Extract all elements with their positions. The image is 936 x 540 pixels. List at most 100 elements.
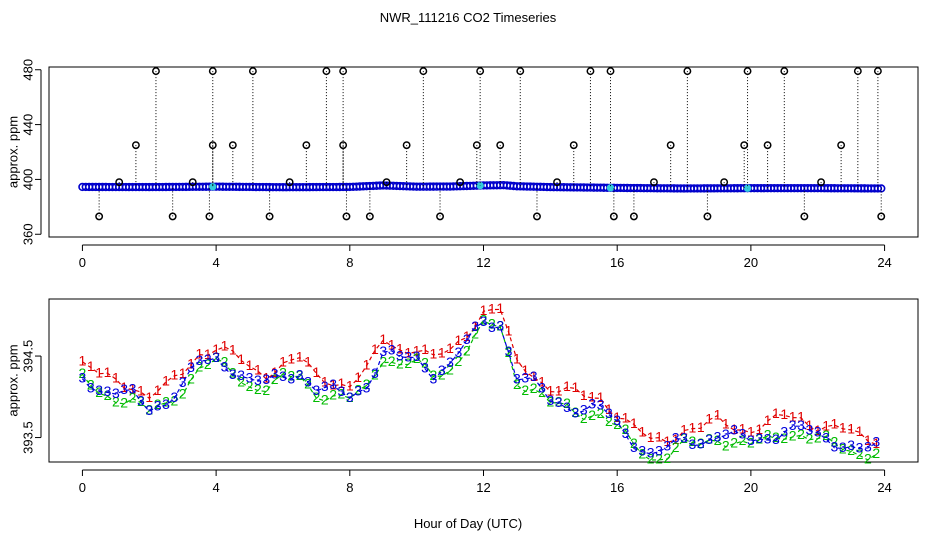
series-marker-3: 3 <box>204 351 212 367</box>
series-marker-1: 1 <box>814 422 822 438</box>
outlier-point <box>339 141 348 150</box>
series-marker-3: 3 <box>304 373 312 389</box>
series-marker-1: 1 <box>580 387 588 403</box>
series-marker-1: 1 <box>429 346 437 362</box>
y-tick-label: 394.5 <box>20 340 35 373</box>
series-marker-3: 3 <box>379 343 387 359</box>
series-marker-2: 2 <box>396 355 404 371</box>
series-marker-1: 1 <box>321 374 329 390</box>
outlier-point <box>95 212 104 221</box>
scatter-marks <box>78 67 886 221</box>
series-marker-1: 1 <box>338 375 346 391</box>
series-marker-2: 2 <box>329 387 337 403</box>
x-tick-label: 24 <box>877 480 891 495</box>
series-marker-1: 1 <box>196 345 204 361</box>
series-marker-2: 2 <box>237 373 245 389</box>
series-marker-3: 3 <box>321 378 329 394</box>
series-marker-3: 3 <box>872 434 880 450</box>
series-marker-3: 3 <box>446 354 454 370</box>
series-marker-3: 3 <box>822 430 830 446</box>
series-marker-1: 1 <box>655 428 663 444</box>
outlier-point <box>703 212 712 221</box>
series-marker-1: 1 <box>538 374 546 390</box>
series-marker-3: 3 <box>722 426 730 442</box>
series-marker-2: 2 <box>120 395 128 411</box>
series-marker-2: 2 <box>446 361 454 377</box>
series-marker-2: 2 <box>856 446 864 462</box>
series-marker-3: 3 <box>212 349 220 365</box>
series-marker-3: 3 <box>714 429 722 445</box>
series-marker-2: 2 <box>204 356 212 372</box>
series-marker-2: 2 <box>287 367 295 383</box>
series-marker-3: 3 <box>154 397 162 413</box>
series-marker-3: 3 <box>229 366 237 382</box>
series-marker-2: 2 <box>764 427 772 443</box>
series-marker-2: 2 <box>663 450 671 466</box>
series-marker-2: 2 <box>605 413 613 429</box>
series-marker-1: 1 <box>262 370 270 386</box>
series-marker-3: 3 <box>129 380 137 396</box>
series-marker-2: 2 <box>613 416 621 432</box>
series-marker-2: 2 <box>388 353 396 369</box>
x-tick-label: 20 <box>744 255 758 270</box>
outlier-point <box>817 178 826 187</box>
outlier-point <box>265 212 274 221</box>
series-marker-1: 1 <box>496 300 504 316</box>
x-tick-label: 8 <box>346 480 353 495</box>
series-marker-3: 3 <box>329 376 337 392</box>
series-marker-3: 3 <box>354 383 362 399</box>
series-marker-1: 1 <box>488 300 496 316</box>
outlier-point <box>248 67 257 76</box>
outlier-point <box>456 178 465 187</box>
series-marker-2: 2 <box>831 434 839 450</box>
series-marker-3: 3 <box>279 368 287 384</box>
series-marker-1: 1 <box>739 421 747 437</box>
series-marker-2: 2 <box>513 376 521 392</box>
series-marker-1: 1 <box>187 355 195 371</box>
series-marker-3: 3 <box>597 396 605 412</box>
series-marker-3: 3 <box>162 396 170 412</box>
y-tick-label: 400 <box>20 169 35 191</box>
x-axis-top: 0 4 8 12 16 20 24 <box>79 244 892 270</box>
series-marker-1: 1 <box>563 378 571 394</box>
series-marker-1: 1 <box>112 370 120 386</box>
series-marker-1: 1 <box>872 435 880 451</box>
series-marker-2: 2 <box>538 384 546 400</box>
series-marker-2: 2 <box>739 432 747 448</box>
series-marker-1: 1 <box>755 421 763 437</box>
series-marker-3: 3 <box>572 404 580 420</box>
series-marker-2: 2 <box>346 389 354 405</box>
series-marker-3: 3 <box>221 359 229 375</box>
series-line-3 <box>81 321 877 455</box>
series-marker-1: 1 <box>129 380 137 396</box>
series-marker-2: 2 <box>847 442 855 458</box>
series-marker-2: 2 <box>170 393 178 409</box>
outlier-point <box>569 141 578 150</box>
series-marker-3: 3 <box>831 439 839 455</box>
outlier-point <box>115 178 124 187</box>
series-marker-1: 1 <box>546 382 554 398</box>
series-marker-2: 2 <box>747 435 755 451</box>
series-marker-3: 3 <box>287 371 295 387</box>
series-marker-1: 1 <box>463 328 471 344</box>
series-marker-1: 1 <box>680 421 688 437</box>
series-marker-3: 3 <box>170 389 178 405</box>
baseline-accent-point <box>606 184 615 192</box>
outlier-point <box>188 178 197 187</box>
series-marker-3: 3 <box>789 417 797 433</box>
series-marker-2: 2 <box>254 381 262 397</box>
series-marker-1: 1 <box>521 362 529 378</box>
series-marker-2: 2 <box>864 451 872 467</box>
series-marker-3: 3 <box>421 359 429 375</box>
series-marker-1: 1 <box>212 341 220 357</box>
series-marker-3: 3 <box>388 342 396 358</box>
series-marker-3: 3 <box>688 436 696 452</box>
series-marker-3: 3 <box>705 431 713 447</box>
series-marker-1: 1 <box>87 358 95 374</box>
series-marker-1: 1 <box>404 344 412 360</box>
y-axis-bottom: 393.5 394.5 <box>20 340 42 454</box>
series-marker-1: 1 <box>764 412 772 428</box>
series-marker-2: 2 <box>688 433 696 449</box>
x-tick-label: 8 <box>346 255 353 270</box>
series-marker-3: 3 <box>856 439 864 455</box>
